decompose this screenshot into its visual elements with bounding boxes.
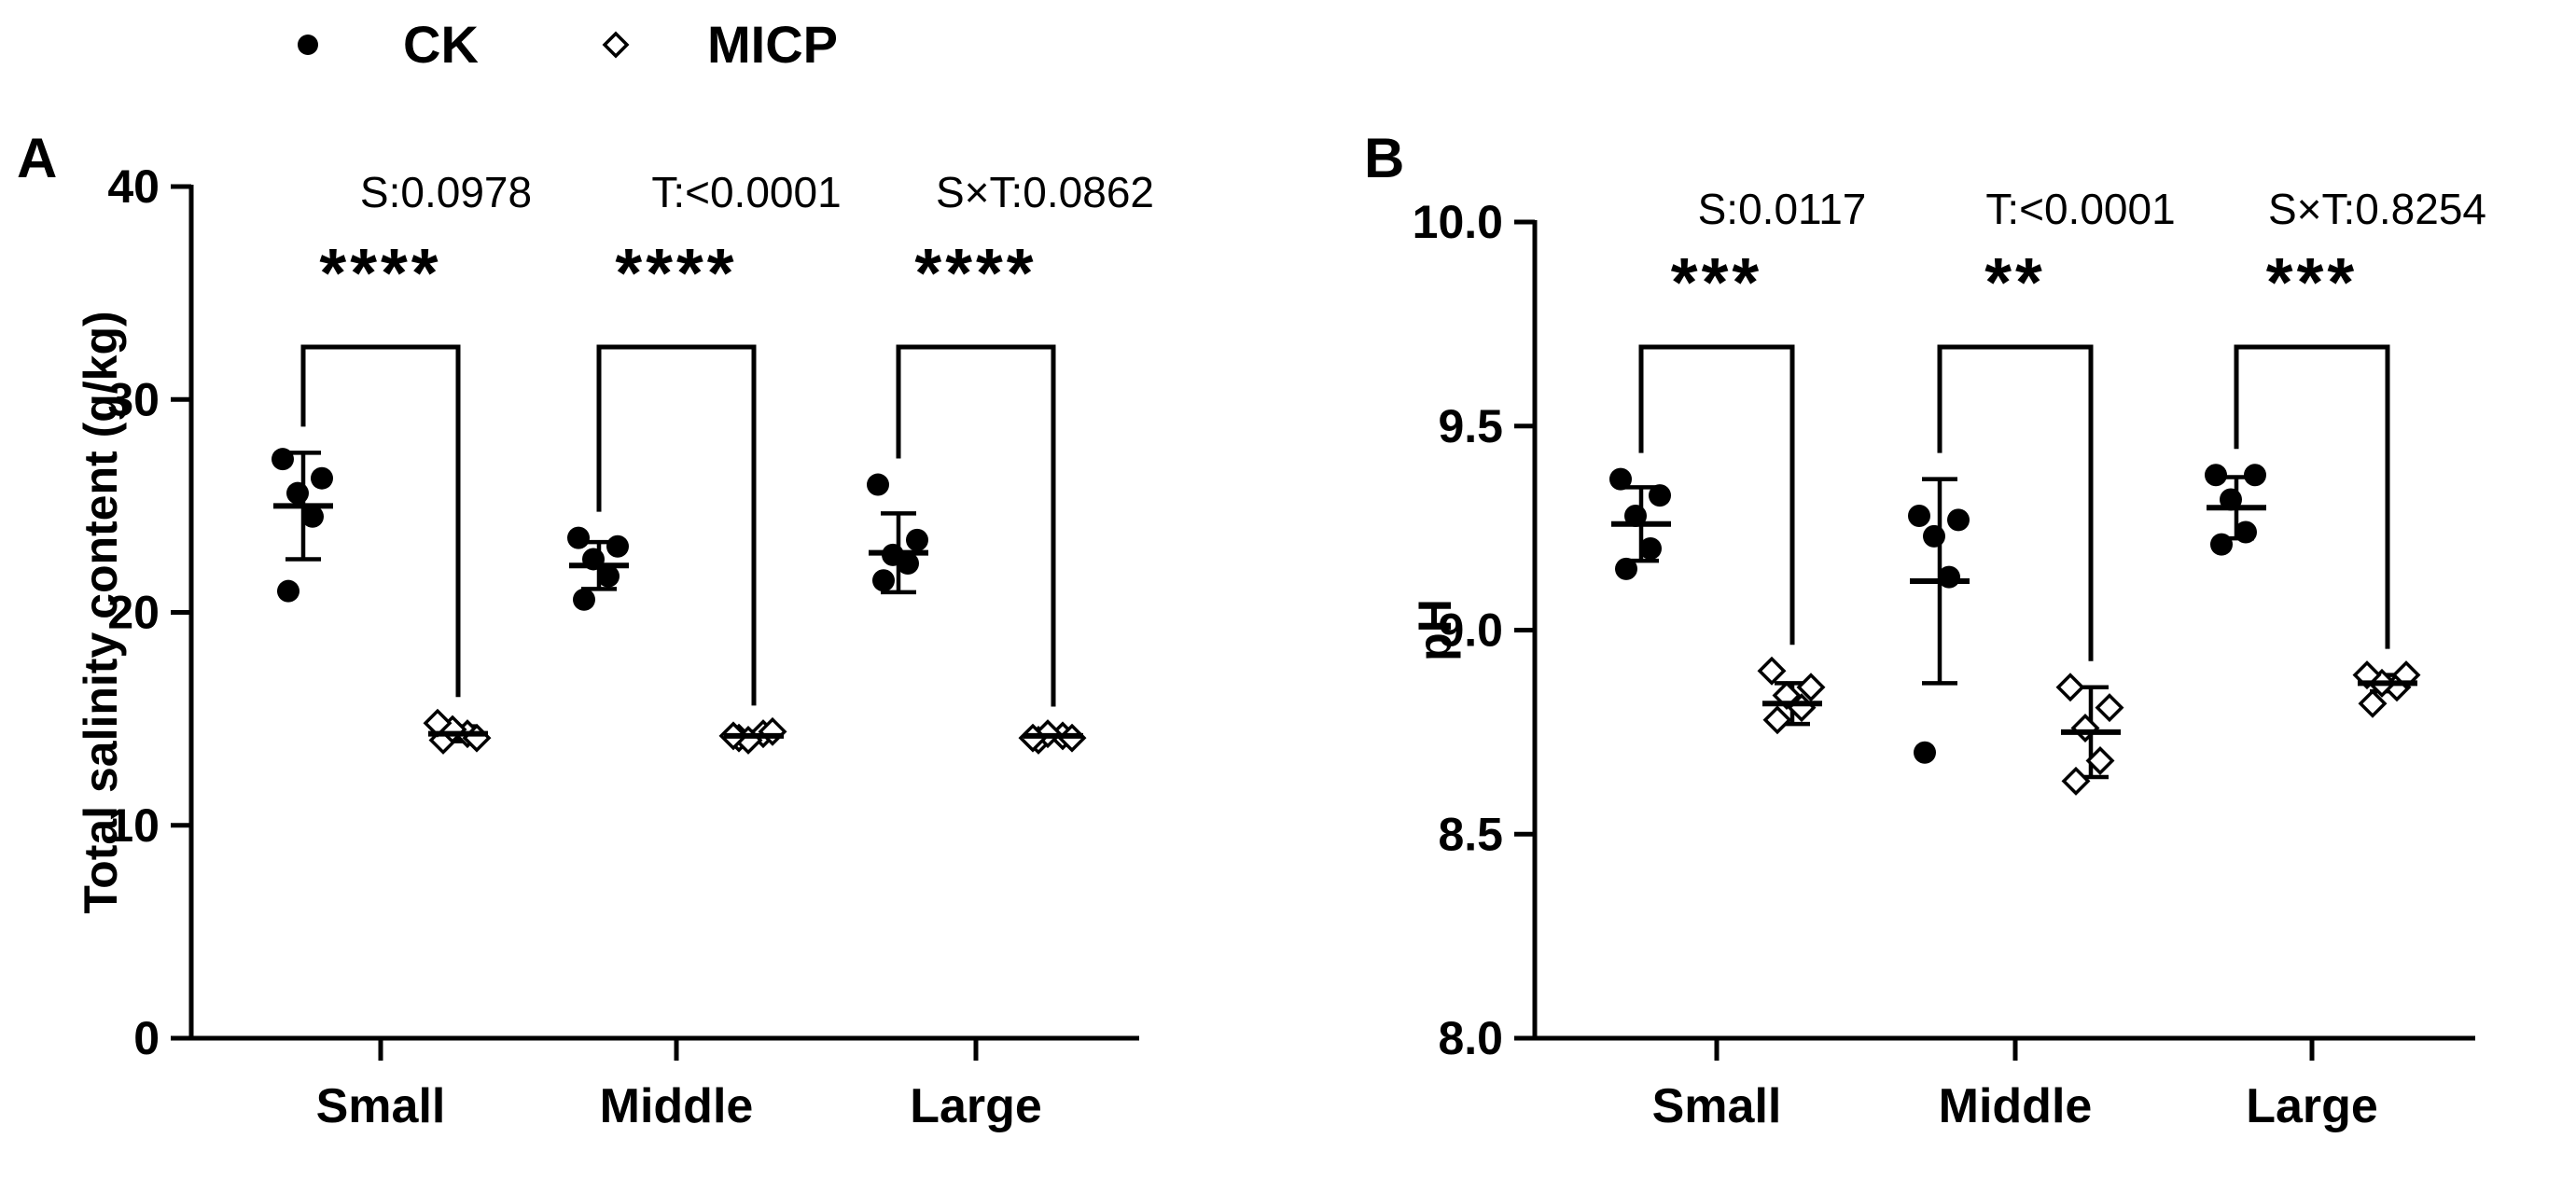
y-tick-label: 8.0: [1438, 1012, 1503, 1064]
data-point-micp: [1762, 705, 1792, 735]
y-axis-label: Total salinity content (g/kg): [75, 311, 127, 913]
y-tick-label: 8.5: [1438, 808, 1503, 860]
data-point-ck: [2205, 464, 2227, 487]
y-tick-label: 40: [107, 160, 160, 213]
legend-ck-label: CK: [403, 15, 479, 74]
data-point-ck: [867, 473, 889, 496]
data-point-ck: [597, 564, 620, 588]
legend-micp: MICP: [588, 17, 838, 73]
x-tick-label: Large: [2246, 1079, 2378, 1133]
significance-bracket: [896, 344, 1056, 707]
data-point-ck: [272, 448, 294, 471]
stats-annotation: T:<0.0001: [651, 168, 841, 216]
stats-annotation: T:<0.0001: [1985, 185, 2175, 233]
y-tick-label: 10: [107, 799, 160, 852]
stats-annotation: S:0.0117: [1698, 185, 1867, 233]
x-tick-label: Small: [1652, 1079, 1782, 1133]
data-point-ck: [1908, 505, 1930, 527]
data-point-ck: [1914, 741, 1936, 764]
data-point-ck: [311, 466, 333, 490]
data-point-ck: [1938, 565, 1960, 589]
data-point-micp: [2358, 688, 2388, 718]
panel-label-b: B: [1364, 127, 1405, 189]
stats-annotation: S×T:0.8254: [2268, 185, 2486, 233]
data-point-micp: [2085, 746, 2115, 775]
significance-stars: ****: [319, 234, 441, 312]
y-tick-label: 10.0: [1413, 196, 1503, 248]
y-tick-label: 30: [107, 373, 160, 425]
stats-annotation: S:0.0978: [360, 168, 532, 216]
data-point-ck: [906, 528, 928, 551]
data-point-ck: [2210, 533, 2233, 556]
significance-bracket: [596, 344, 757, 706]
y-tick-label: 0: [133, 1012, 160, 1064]
y-axis-label: pH: [1409, 599, 1461, 661]
y-tick-label: 20: [107, 587, 160, 639]
x-tick-label: Middle: [1939, 1079, 2093, 1133]
data-point-ck: [2244, 464, 2266, 487]
data-point-ck: [1609, 467, 1632, 491]
x-tick-label: Small: [316, 1079, 446, 1133]
data-point-micp: [1796, 673, 1826, 702]
data-point-ck: [872, 569, 895, 592]
significance-bracket: [2234, 344, 2390, 649]
y-tick-label: 9.0: [1438, 604, 1503, 657]
data-point-micp: [1757, 656, 1787, 686]
legend-micp-marker: [602, 31, 630, 59]
significance-stars: ****: [914, 234, 1037, 312]
data-point-ck: [1923, 524, 1945, 548]
significance-bracket: [300, 344, 461, 698]
significance-bracket: [1638, 344, 1795, 646]
data-point-ck: [573, 588, 595, 611]
significance-bracket: [1937, 344, 2094, 661]
x-tick-label: Middle: [600, 1079, 754, 1133]
data-point-ck: [286, 481, 309, 505]
data-point-micp: [2070, 714, 2100, 743]
data-point-ck: [277, 579, 299, 603]
data-point-micp: [2055, 673, 2085, 702]
legend-ck-marker: [298, 35, 318, 55]
legend-micp-label: MICP: [707, 15, 838, 74]
data-point-ck: [1649, 484, 1671, 507]
data-point-ck: [1639, 537, 1662, 560]
stats-annotation: S×T:0.0862: [936, 168, 1154, 216]
significance-stars: **: [1984, 243, 2046, 321]
panel-label-a: A: [17, 127, 58, 189]
chart-panel-b: 8.0 8.5 9.0 9.5 10.0 pH Small Middle Large S:0.01…: [1409, 185, 2486, 1133]
data-point-micp: [2061, 766, 2091, 796]
significance-stars: ***: [2266, 243, 2358, 321]
chart-panel-a: 0 10 20 30 40 Total salinity content (g/kg) Sm…: [75, 160, 1154, 1133]
data-point-ck: [2235, 521, 2257, 544]
data-point-ck: [567, 526, 590, 549]
x-tick-label: Large: [910, 1079, 1042, 1133]
data-point-ck: [301, 505, 324, 528]
data-point-micp: [2095, 693, 2124, 723]
data-point-ck: [1615, 557, 1637, 580]
significance-stars: ****: [615, 234, 737, 312]
data-point-ck: [1947, 508, 1970, 532]
y-tick-label: 9.5: [1438, 400, 1503, 452]
data-point-ck: [606, 534, 629, 558]
legend-ck: CK: [280, 17, 479, 73]
significance-stars: ***: [1671, 243, 1762, 321]
